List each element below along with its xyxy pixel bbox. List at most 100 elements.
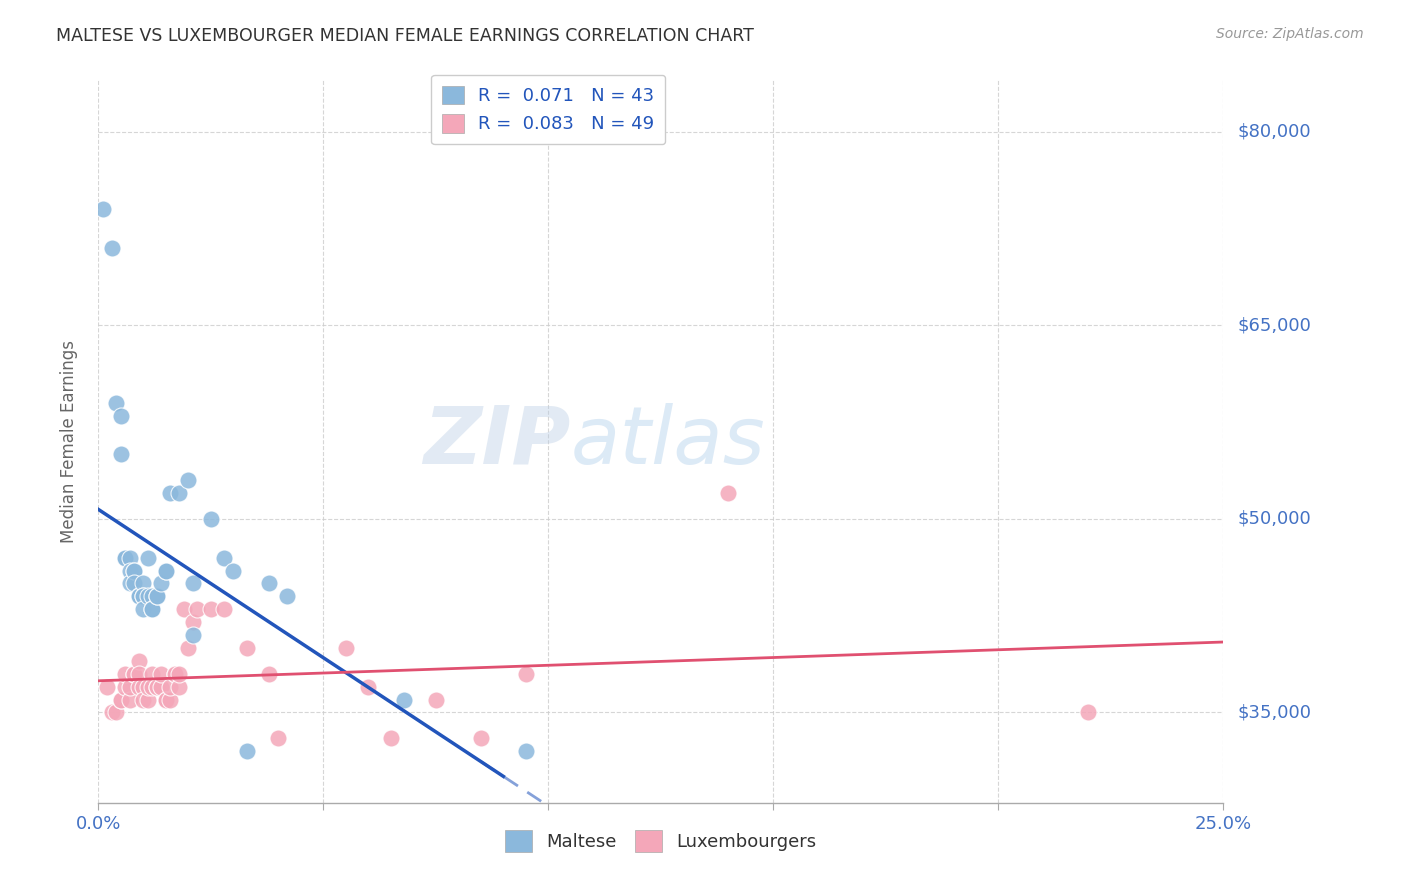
Point bbox=[141, 680, 163, 694]
Point bbox=[118, 564, 141, 578]
Point bbox=[110, 447, 132, 461]
Point bbox=[101, 241, 124, 255]
Point bbox=[181, 576, 204, 591]
Text: Source: ZipAtlas.com: Source: ZipAtlas.com bbox=[1216, 27, 1364, 41]
Point bbox=[146, 680, 169, 694]
Text: $80,000: $80,000 bbox=[1237, 123, 1310, 141]
Point bbox=[105, 706, 128, 720]
Point bbox=[128, 590, 150, 604]
Point bbox=[276, 590, 298, 604]
Point bbox=[259, 666, 281, 681]
Text: atlas: atlas bbox=[571, 402, 766, 481]
Point bbox=[114, 680, 136, 694]
Point bbox=[181, 628, 204, 642]
Point bbox=[124, 576, 146, 591]
Point bbox=[222, 564, 245, 578]
Point bbox=[136, 692, 159, 706]
Text: $65,000: $65,000 bbox=[1237, 317, 1310, 334]
Point bbox=[394, 692, 416, 706]
Point bbox=[159, 680, 181, 694]
Point bbox=[141, 602, 163, 616]
Point bbox=[141, 590, 163, 604]
Point bbox=[132, 692, 155, 706]
Point bbox=[128, 654, 150, 668]
Point bbox=[470, 731, 492, 746]
Point bbox=[132, 602, 155, 616]
Point bbox=[177, 640, 200, 655]
Point bbox=[150, 666, 173, 681]
Point bbox=[128, 590, 150, 604]
Point bbox=[159, 486, 181, 500]
Point bbox=[141, 666, 163, 681]
Point bbox=[110, 692, 132, 706]
Point bbox=[425, 692, 447, 706]
Text: MALTESE VS LUXEMBOURGER MEDIAN FEMALE EARNINGS CORRELATION CHART: MALTESE VS LUXEMBOURGER MEDIAN FEMALE EA… bbox=[56, 27, 754, 45]
Point bbox=[515, 666, 537, 681]
Point bbox=[214, 550, 236, 565]
Point bbox=[163, 666, 186, 681]
Point bbox=[118, 692, 141, 706]
Point bbox=[118, 550, 141, 565]
Point bbox=[91, 202, 114, 217]
Point bbox=[128, 666, 150, 681]
Point bbox=[132, 680, 155, 694]
Point bbox=[150, 576, 173, 591]
Point bbox=[717, 486, 740, 500]
Point bbox=[136, 680, 159, 694]
Point bbox=[169, 680, 191, 694]
Point bbox=[136, 590, 159, 604]
Point bbox=[114, 550, 136, 565]
Point bbox=[146, 590, 169, 604]
Point bbox=[114, 666, 136, 681]
Point bbox=[132, 576, 155, 591]
Point bbox=[155, 692, 177, 706]
Point bbox=[357, 680, 380, 694]
Point bbox=[155, 564, 177, 578]
Text: $35,000: $35,000 bbox=[1237, 704, 1312, 722]
Point bbox=[181, 615, 204, 630]
Text: $50,000: $50,000 bbox=[1237, 510, 1310, 528]
Point bbox=[118, 680, 141, 694]
Point bbox=[155, 564, 177, 578]
Point bbox=[259, 576, 281, 591]
Point bbox=[136, 550, 159, 565]
Y-axis label: Median Female Earnings: Median Female Earnings bbox=[59, 340, 77, 543]
Point bbox=[335, 640, 357, 655]
Point bbox=[124, 564, 146, 578]
Point bbox=[267, 731, 290, 746]
Point bbox=[110, 692, 132, 706]
Point bbox=[141, 602, 163, 616]
Point bbox=[128, 590, 150, 604]
Point bbox=[105, 396, 128, 410]
Point bbox=[515, 744, 537, 758]
Point bbox=[163, 666, 186, 681]
Point bbox=[150, 680, 173, 694]
Point bbox=[114, 550, 136, 565]
Point bbox=[200, 602, 222, 616]
Point bbox=[177, 473, 200, 487]
Point bbox=[124, 564, 146, 578]
Text: ZIP: ZIP bbox=[423, 402, 571, 481]
Point bbox=[118, 576, 141, 591]
Point bbox=[186, 602, 208, 616]
Point bbox=[132, 590, 155, 604]
Point bbox=[236, 744, 259, 758]
Point bbox=[1077, 706, 1099, 720]
Point bbox=[155, 692, 177, 706]
Point bbox=[169, 486, 191, 500]
Point bbox=[236, 640, 259, 655]
Legend: Maltese, Luxembourgers: Maltese, Luxembourgers bbox=[498, 822, 824, 859]
Point bbox=[146, 680, 169, 694]
Point bbox=[173, 602, 195, 616]
Point bbox=[101, 706, 124, 720]
Point bbox=[214, 602, 236, 616]
Point bbox=[159, 692, 181, 706]
Point bbox=[200, 512, 222, 526]
Point bbox=[128, 680, 150, 694]
Point bbox=[96, 680, 118, 694]
Point bbox=[110, 409, 132, 423]
Point bbox=[132, 590, 155, 604]
Point bbox=[146, 590, 169, 604]
Point bbox=[169, 666, 191, 681]
Point bbox=[124, 666, 146, 681]
